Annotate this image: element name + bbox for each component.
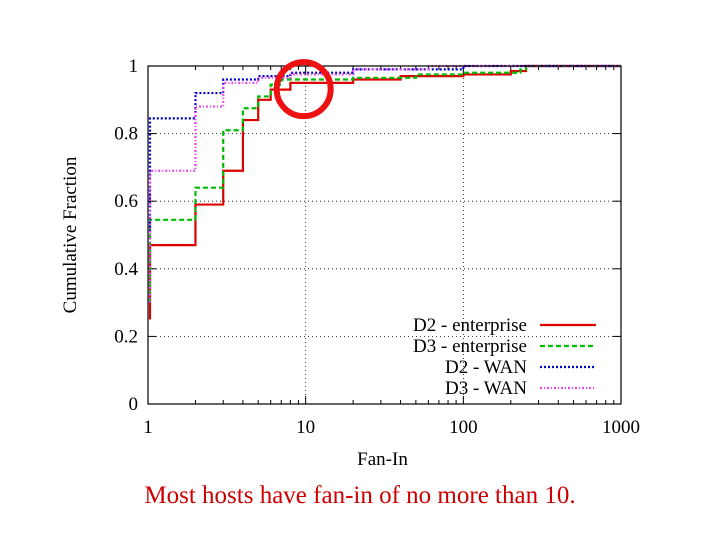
plot-frame bbox=[147, 65, 622, 405]
x-tick-label: 1 bbox=[143, 417, 153, 438]
series-line-d2-wan bbox=[148, 64, 621, 232]
cdf-chart: 1 10 100 1000 0 0.2 0.4 0.6 0.8 1 Fan-In Cumulative… bbox=[60, 56, 640, 470]
legend-label-d2-enterprise: D2 - enterprise bbox=[413, 315, 527, 336]
legend-label-d2-wan: D2 - WAN bbox=[445, 357, 527, 378]
slide-caption: Most hosts have fan-in of no more than 1… bbox=[144, 482, 576, 509]
y-tick-label: 1 bbox=[129, 56, 139, 77]
y-tick-label: 0.8 bbox=[114, 124, 138, 145]
y-tick-label: 0.4 bbox=[114, 259, 138, 280]
highlight-circle bbox=[273, 59, 334, 120]
y-tick-label: 0.2 bbox=[114, 326, 138, 347]
series-line-d2-enterprise bbox=[148, 64, 621, 320]
x-axis-label: Fan-In bbox=[357, 449, 408, 470]
x-tick-label: 10 bbox=[296, 417, 315, 438]
y-axis-label: Cumulative Fraction bbox=[60, 156, 81, 313]
x-tick-label: 1000 bbox=[602, 417, 640, 438]
y-tick-label: 0 bbox=[129, 394, 139, 415]
legend-label-d3-enterprise: D3 - enterprise bbox=[413, 336, 527, 357]
series-line-d3-enterprise bbox=[148, 64, 621, 303]
y-tick-label: 0.6 bbox=[114, 191, 138, 212]
series-line-d3-wan bbox=[148, 64, 621, 303]
legend-label-d3-wan: D3 - WAN bbox=[445, 378, 527, 399]
x-tick-label: 100 bbox=[449, 417, 478, 438]
